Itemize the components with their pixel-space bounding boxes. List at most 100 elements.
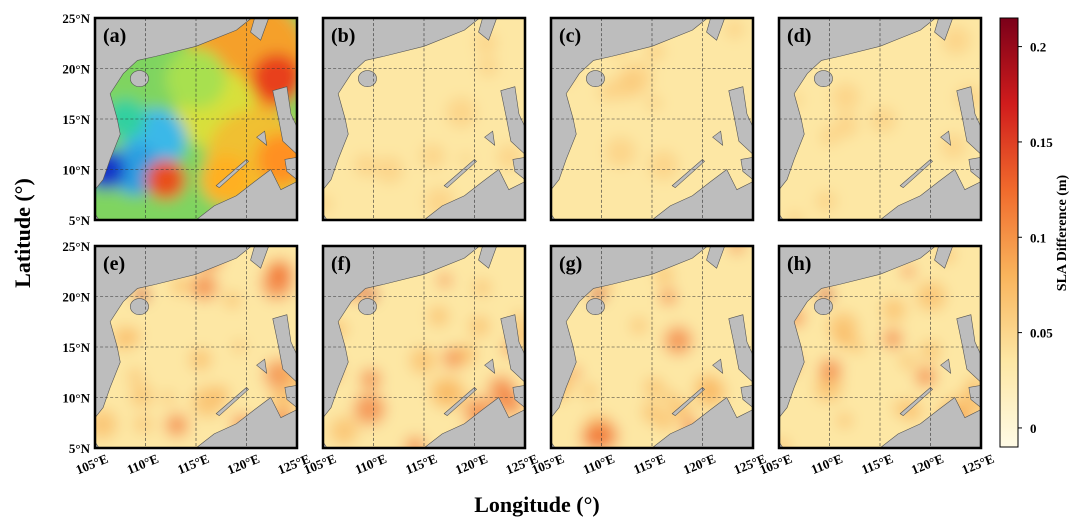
field-blob [145, 159, 186, 200]
field-blob [899, 353, 916, 370]
field-blob [256, 134, 297, 185]
map-panel [93, 244, 299, 450]
field-blob [437, 273, 452, 288]
field-blob [165, 413, 189, 437]
field-blob [920, 340, 941, 361]
field-blob [487, 375, 515, 403]
field-blob [456, 343, 478, 365]
field-blob [645, 95, 662, 112]
field-blob [724, 19, 745, 39]
lon-tick-label: 120°E [681, 451, 718, 477]
field-blob [130, 384, 153, 407]
colorbar-tick-label: 0 [1030, 421, 1037, 436]
colorbar-tick-label: 0.15 [1030, 135, 1053, 150]
field-blob [267, 259, 294, 286]
field-blob [786, 210, 804, 220]
panel-frame [549, 244, 755, 450]
field-blob [223, 291, 241, 309]
map-panel [321, 16, 527, 222]
lat-tick-label: 5°N [69, 213, 91, 228]
lat-tick-label: 25°N [62, 11, 90, 26]
panel-frame [93, 244, 299, 450]
field-blob [630, 317, 647, 334]
panel-label: (h) [787, 253, 811, 275]
panel-label: (d) [787, 25, 811, 47]
field-blob [445, 97, 477, 128]
field-blob [915, 366, 937, 388]
field-blob [362, 287, 377, 302]
lon-tick-label: 115°E [859, 451, 895, 477]
panel-frame [777, 244, 983, 450]
lat-tick-label: 10°N [62, 163, 90, 178]
lon-tick-label: 115°E [403, 451, 439, 477]
field-blob [232, 340, 246, 354]
panel-frame [93, 16, 299, 222]
lon-tick-label: 110°E [809, 451, 845, 477]
y-axis-title: Latitude (°) [10, 178, 35, 288]
colorbar [999, 17, 1019, 448]
panel-label: (f) [331, 253, 351, 275]
field-blob [420, 143, 446, 169]
field-blob [409, 347, 437, 374]
field-blob [360, 368, 382, 390]
field-blob [354, 153, 377, 177]
field-blob [695, 377, 726, 409]
lon-tick-label: 110°E [581, 451, 617, 477]
lon-tick-label: 115°E [175, 451, 211, 477]
lat-tick-label: 25°N [62, 239, 90, 254]
panel-frame [321, 244, 527, 450]
colorbar-tick-label: 0.2 [1030, 40, 1046, 55]
field-blob [605, 136, 636, 168]
field-blob [191, 386, 224, 418]
field-blob [171, 276, 190, 296]
field-blob [375, 156, 404, 184]
field-blob [729, 246, 745, 254]
field-blob [597, 81, 619, 102]
field-blob [648, 150, 679, 181]
field-blob [478, 57, 498, 77]
map-panel [777, 16, 983, 222]
field-blob [881, 297, 906, 323]
field-blob [815, 190, 837, 212]
field-blob [435, 378, 466, 409]
field-blob [581, 383, 598, 400]
field-blob [95, 409, 118, 440]
lat-tick-label: 20°N [62, 290, 90, 305]
field-blob [818, 287, 833, 302]
panel-frame [549, 16, 755, 222]
field-blob [134, 415, 152, 433]
field-blob [849, 338, 865, 354]
map-panel [321, 244, 527, 450]
colorbar-tick-label: 0.05 [1030, 326, 1053, 341]
field-blob [459, 152, 473, 166]
x-axis-title: Longitude (°) [474, 492, 600, 517]
map-panel [93, 16, 299, 222]
field-blob [125, 328, 141, 344]
field-blobs [95, 18, 297, 220]
field-blob [818, 358, 843, 382]
field-blob [127, 368, 143, 384]
field-blob [589, 421, 619, 448]
field-blob [473, 279, 491, 297]
map-panel [549, 16, 755, 222]
map-panel [549, 244, 755, 450]
lat-tick-label: 15°N [62, 340, 90, 355]
field-blob [353, 393, 386, 426]
field-blob [941, 26, 971, 55]
field-blob [323, 195, 332, 213]
lon-tick-label: 120°E [909, 451, 946, 477]
field-blob [641, 401, 663, 423]
field-blob [189, 348, 212, 371]
lon-tick-label: 110°E [353, 451, 389, 477]
panel-frame [321, 16, 527, 222]
field-blob [663, 326, 693, 355]
panel-label: (e) [103, 253, 125, 275]
field-blob [474, 31, 498, 55]
field-blob [404, 436, 426, 448]
field-blob [831, 82, 860, 112]
field-blob [644, 377, 665, 398]
field-blob [834, 329, 853, 348]
field-blob [191, 273, 218, 301]
sla-field [95, 18, 297, 220]
